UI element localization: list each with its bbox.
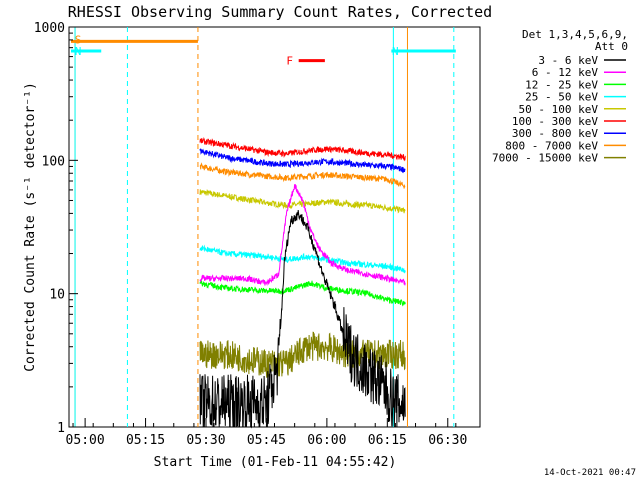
x-tick-label: 05:30 [186, 433, 225, 448]
y-axis: 1 10 100 1000 [34, 21, 78, 436]
x-tick-label: 05:15 [126, 433, 165, 448]
chart-title: RHESSI Observing Summary Count Rates, Co… [68, 3, 492, 21]
x-tick-label: 05:00 [66, 433, 105, 448]
legend-label: 12 - 25 keV [525, 78, 598, 91]
legend-label: 50 - 100 keV [519, 103, 599, 116]
series-line [199, 280, 406, 307]
flare-label: F [286, 55, 293, 68]
x-tick-label: 06:30 [428, 433, 467, 448]
x-tick-label: 06:00 [307, 433, 346, 448]
series-line [199, 184, 406, 286]
series-line [199, 137, 406, 162]
x-tick-label: 06:15 [368, 433, 407, 448]
y-tick-label: 10 [49, 288, 65, 303]
legend-label: 3 - 6 keV [538, 54, 598, 67]
legend-header: Att 0 [595, 40, 628, 53]
series-line [199, 244, 406, 274]
state-markers: SN NF [71, 33, 456, 68]
y-axis-label: Corrected Count Rate (s⁻¹ detector⁻¹) [23, 82, 38, 372]
x-axis-label: Start Time (01-Feb-11 04:55:42) [154, 455, 397, 470]
legend-label: 6 - 12 keV [532, 66, 599, 79]
legend-label: 300 - 800 keV [512, 127, 598, 140]
series-line [199, 331, 406, 378]
legend-label: 100 - 300 keV [512, 115, 598, 128]
y-tick-label: 1000 [34, 21, 65, 36]
state-label: N [75, 45, 82, 58]
legend-label: 25 - 50 keV [525, 91, 598, 104]
x-tick-label: 05:45 [247, 433, 286, 448]
y-tick-label: 100 [42, 154, 65, 169]
series-line [199, 148, 406, 174]
footer-timestamp: 14-Oct-2021 00:47 [544, 468, 636, 478]
x-axis: 05:00 05:15 05:30 05:45 06:00 06:15 06:30 [66, 418, 467, 448]
series-line [199, 210, 406, 429]
data-series [199, 137, 406, 429]
legend-header: Det 1,3,4,5,6,9, [522, 28, 628, 41]
boundary-lines [74, 27, 455, 427]
state-label: N [392, 45, 399, 58]
series-line [199, 162, 406, 189]
state-label: S [75, 33, 82, 46]
legend-label: 7000 - 15000 keV [492, 152, 598, 165]
legend-label: 800 - 7000 keV [505, 139, 598, 152]
y-tick-label: 1 [57, 421, 65, 436]
